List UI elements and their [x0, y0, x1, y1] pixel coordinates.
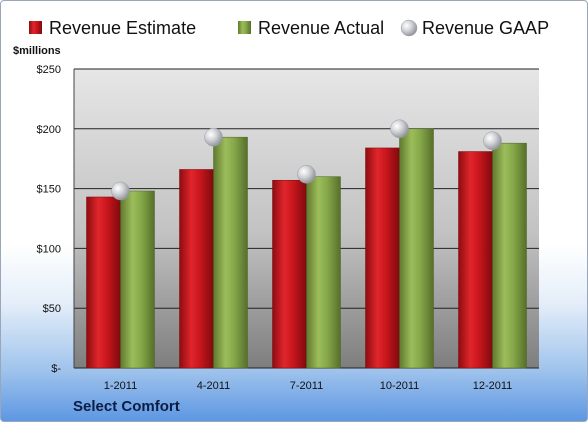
bar-revenue-actual [213, 136, 248, 369]
y-tick-label: $250 [37, 64, 61, 76]
x-tick-label: 4-2011 [197, 380, 230, 392]
legend-label: Revenue Actual [258, 18, 384, 38]
bar-revenue-actual [306, 176, 341, 369]
legend-label: Revenue Estimate [49, 18, 196, 38]
legend-swatch [29, 21, 42, 34]
y-tick-label: $50 [43, 303, 61, 315]
x-tick-label: 12-2011 [473, 380, 513, 392]
bar-revenue-estimate [365, 147, 400, 369]
y-unit-label: $millions [13, 45, 61, 57]
y-tick-label: $150 [37, 184, 61, 196]
y-tick-label: $200 [37, 124, 61, 136]
legend-swatch [238, 21, 251, 34]
bar-revenue-actual [492, 142, 527, 369]
point-revenue-gaap [204, 127, 223, 147]
legend-swatch [400, 19, 418, 37]
point-revenue-gaap [483, 131, 502, 151]
y-tick-label: $- [51, 363, 61, 375]
bar-revenue-actual [120, 190, 155, 369]
x-tick-label: 7-2011 [290, 380, 323, 392]
bar-revenue-estimate [272, 179, 307, 369]
company-name: Select Comfort [73, 398, 180, 415]
point-revenue-gaap [390, 119, 409, 139]
point-revenue-gaap [111, 181, 130, 201]
bar-revenue-estimate [458, 151, 493, 369]
bar-revenue-estimate [86, 196, 121, 369]
legend-label: Revenue GAAP [422, 18, 549, 38]
bar-revenue-estimate [179, 169, 214, 369]
y-tick-label: $100 [37, 243, 61, 255]
bar-revenue-actual [399, 128, 434, 369]
point-revenue-gaap [297, 164, 316, 184]
x-tick-label: 10-2011 [380, 380, 420, 392]
x-tick-label: 1-2011 [104, 380, 137, 392]
